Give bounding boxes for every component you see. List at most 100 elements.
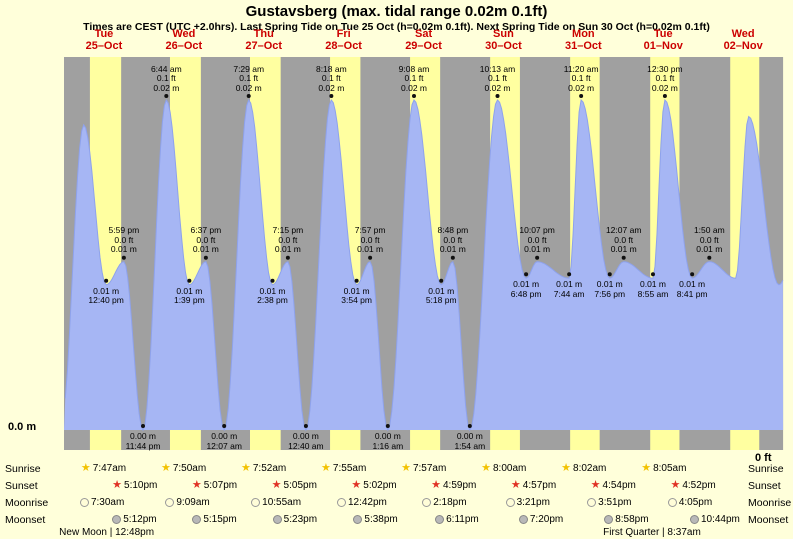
tide-low-label: 0.01 m 3:54 pm <box>341 285 372 306</box>
sunset-time-day6: ★ 4:54pm <box>591 479 636 492</box>
moonrise-time-day4: 2:18pm <box>422 496 467 509</box>
sunset-star-icon: ★ <box>510 479 521 491</box>
sunset-time-text: 4:59pm <box>443 480 477 491</box>
astro-row-label-right-sunrise: Sunrise <box>748 463 784 475</box>
tide-event-dot <box>662 94 667 98</box>
tide-event-dot <box>187 278 192 283</box>
tide-high-label: 12:30 pm 0.1 ft 0.02 m <box>647 63 683 93</box>
sunrise-time-day3: ★ 7:55am <box>321 462 366 475</box>
tide-low-label: 0.00 m 12:40 am <box>288 431 324 451</box>
tide-high-label: 7:15 pm 0.0 ft 0.01 m <box>272 225 304 255</box>
moonset-disc-icon <box>112 515 122 524</box>
page-subtitle: Times are CEST (UTC +2.0hrs). Last Sprin… <box>83 21 710 33</box>
moonset-time-text: 6:11pm <box>446 514 479 525</box>
sunrise-star-icon: ★ <box>321 462 331 474</box>
sunset-time-day2: ★ 5:05pm <box>272 479 317 492</box>
tide-low-label: 0.01 m 6:48 pm <box>510 279 542 299</box>
tide-low-label: 0.00 m 12:07 am <box>206 431 242 451</box>
tide-curve-line <box>64 98 784 432</box>
tide-event-dot <box>385 424 390 428</box>
sunrise-time-text: 7:47am <box>92 463 127 474</box>
sunset-time-day7: ★ 4:52pm <box>670 479 715 492</box>
sunset-star-icon: ★ <box>431 479 441 491</box>
tide-event-dot <box>329 94 334 98</box>
tide-event-dot <box>690 272 695 277</box>
moonrise-time-day6: 3:51pm <box>587 496 632 509</box>
sunset-time-text: 4:54pm <box>602 480 636 491</box>
moonset-time-day2: 5:23pm <box>272 513 318 526</box>
tide-low-label: 0.00 m 1:16 am <box>372 431 404 451</box>
sunset-time-text: 4:57pm <box>522 480 557 491</box>
moonset-time-text: 10:44pm <box>700 514 740 525</box>
tide-event-dot <box>270 278 275 283</box>
tide-high-label: 11:20 am 0.1 ft 0.02 m <box>563 63 599 93</box>
day-header-3-fri: Fri 28–Oct <box>325 28 362 52</box>
tide-high-label: 7:57 pm 0.0 ft 0.01 m <box>354 225 386 255</box>
tide-low-label: 0.01 m 7:56 pm <box>594 279 626 299</box>
tide-high-label: 8:18 am 0.1 ft 0.02 m <box>315 63 347 93</box>
sunrise-time-text: 7:52am <box>252 463 287 474</box>
moonset-time-day3: 5:38pm <box>353 513 398 526</box>
moonset-time-text: 5:23pm <box>283 514 318 525</box>
sunrise-time-text: 7:55am <box>332 463 367 474</box>
moonrise-time-text: 12:42pm <box>347 497 387 508</box>
y-axis-label-feet: 0 ft <box>755 452 772 464</box>
tide-high-label: 5:59 pm 0.0 ft 0.01 m <box>108 225 140 255</box>
tide-event-dot <box>104 278 109 283</box>
moon-phase-new-moon: New Moon | 12:48pm <box>59 527 155 538</box>
day-header-5-sun: Sun 30–Oct <box>485 28 522 52</box>
sunrise-star-icon: ★ <box>481 462 491 474</box>
moonrise-time-day1: 9:09am <box>165 496 210 509</box>
sunrise-time-text: 8:05am <box>653 463 687 474</box>
sunrise-star-icon: ★ <box>641 462 652 474</box>
moonset-disc-icon <box>272 515 282 524</box>
tide-low-label: 0.01 m 8:55 am <box>637 279 669 299</box>
moonset-disc-icon <box>192 515 202 524</box>
astro-row-label-left-sunrise: Sunrise <box>5 463 41 475</box>
tide-high-label: 8:48 pm 0.0 ft 0.01 m <box>437 225 469 255</box>
sunset-time-day1: ★ 5:07pm <box>192 479 237 492</box>
moonset-time-day0: 5:12pm <box>112 513 157 526</box>
moonset-disc-icon <box>435 515 445 524</box>
tide-event-dot <box>495 94 500 98</box>
tide-event-dot <box>535 255 540 260</box>
day-header-2-thu: Thu 27–Oct <box>245 28 283 52</box>
y-axis-label-meters: 0.0 m <box>8 421 37 433</box>
moonrise-disc-icon <box>251 498 261 507</box>
sunset-time-text: 5:10pm <box>124 480 158 491</box>
tide-high-label: 9:08 am 0.1 ft 0.02 m <box>398 63 430 93</box>
sunset-star-icon: ★ <box>112 479 123 491</box>
astro-row-label-right-moonset: Moonset <box>748 514 789 526</box>
astro-row-label-left-moonrise: Moonrise <box>5 497 49 509</box>
sunset-time-day0: ★ 5:10pm <box>112 479 157 492</box>
moonrise-time-day2: 10:55am <box>251 496 301 509</box>
moonset-time-text: 5:12pm <box>123 514 157 525</box>
day-header-4-sat: Sat 29–Oct <box>405 28 442 52</box>
tide-high-label: 10:13 am 0.1 ft 0.02 m <box>479 63 516 93</box>
tide-high-label: 6:37 pm 0.0 ft 0.01 m <box>190 225 222 255</box>
sunrise-time-day4: ★ 7:57am <box>401 462 446 475</box>
day-header-1-wed: Wed 26–Oct <box>165 28 203 52</box>
sunset-star-icon: ★ <box>351 479 362 491</box>
moonrise-disc-icon <box>587 498 597 507</box>
moonrise-disc-icon <box>505 498 515 507</box>
day-header-0-tue: Tue 25–Oct <box>85 28 123 52</box>
sunset-time-day4: ★ 4:59pm <box>431 479 476 492</box>
moonset-time-text: 5:38pm <box>364 514 398 525</box>
moonrise-time-text: 3:51pm <box>598 497 632 508</box>
moonset-time-day7: 10:44pm <box>689 513 740 526</box>
moonrise-time-text: 7:30am <box>90 497 125 508</box>
tide-event-dot <box>368 255 373 260</box>
moonrise-time-day3: 12:42pm <box>336 496 387 509</box>
sunrise-time-day2: ★ 7:52am <box>241 462 286 475</box>
tide-event-dot <box>246 94 251 98</box>
sunset-time-day5: ★ 4:57pm <box>511 479 556 492</box>
sunset-time-text: 4:52pm <box>682 480 716 491</box>
moonrise-disc-icon <box>667 498 677 507</box>
tide-event-dot <box>141 424 146 428</box>
tide-low-label: 0.01 m 12:40 pm <box>88 285 124 306</box>
tide-event-dot <box>164 94 169 98</box>
moonset-disc-icon <box>689 515 699 524</box>
tide-event-dot <box>354 278 359 283</box>
tide-low-label: 0.01 m 2:38 pm <box>257 285 288 306</box>
